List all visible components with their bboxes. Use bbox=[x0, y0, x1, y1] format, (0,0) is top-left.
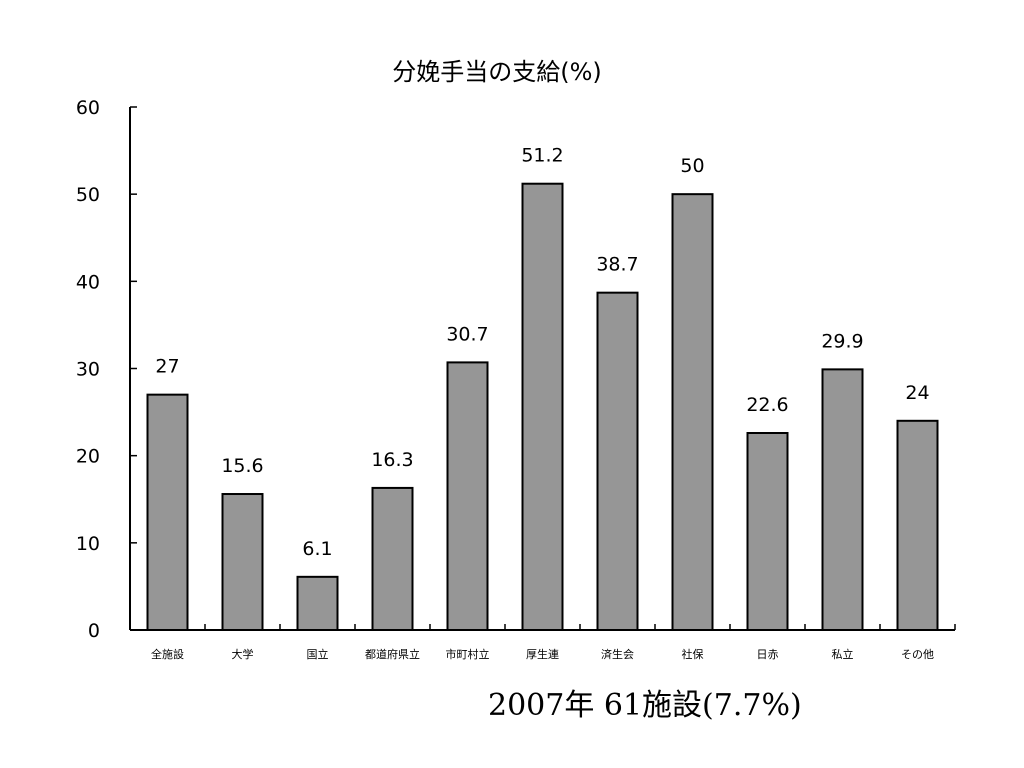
y-tick-label: 10 bbox=[76, 533, 100, 555]
data-label: 15.6 bbox=[221, 455, 263, 477]
bar bbox=[746, 432, 789, 631]
category-label: 都道府県立 bbox=[365, 647, 420, 661]
category-label: 日赤 bbox=[757, 648, 779, 661]
data-label: 16.3 bbox=[371, 449, 413, 471]
chart-title: 分娩手当の支給(%) bbox=[392, 58, 602, 86]
y-tick-label: 30 bbox=[76, 359, 100, 381]
y-tick-label: 0 bbox=[88, 620, 100, 642]
bar bbox=[521, 182, 564, 631]
bar bbox=[446, 361, 489, 631]
category-label: 社保 bbox=[682, 647, 704, 661]
bar bbox=[596, 291, 639, 631]
y-tick-label: 20 bbox=[76, 446, 100, 468]
bar bbox=[146, 393, 189, 631]
footnote: 2007年 61施設(7.7%) bbox=[488, 688, 802, 723]
category-label: 厚生連 bbox=[526, 647, 559, 661]
data-label: 38.7 bbox=[596, 254, 638, 276]
data-label: 6.1 bbox=[302, 538, 332, 560]
bars: 27 全施設 15.6 大学 6.1 国立 16.3 都道府県立 30.7 市町村立 51.2 厚生連… bbox=[146, 145, 939, 661]
category-label: 国立 bbox=[307, 647, 329, 661]
category-label: 私立 bbox=[832, 647, 854, 661]
axes: 0 10 20 30 40 50 60 bbox=[76, 97, 956, 642]
y-tick-label: 60 bbox=[76, 97, 100, 119]
data-label: 27 bbox=[155, 356, 179, 378]
category-label: その他 bbox=[901, 648, 934, 661]
bar bbox=[671, 193, 714, 632]
category-label: 済生会 bbox=[601, 647, 634, 661]
category-label: 大学 bbox=[232, 647, 254, 661]
y-tick-label: 40 bbox=[76, 271, 100, 293]
bar bbox=[821, 368, 864, 631]
data-label: 29.9 bbox=[821, 330, 863, 352]
bar bbox=[896, 419, 939, 631]
data-label: 24 bbox=[905, 382, 929, 404]
data-label: 30.7 bbox=[446, 323, 488, 345]
bar bbox=[296, 575, 339, 631]
data-label: 51.2 bbox=[521, 145, 563, 167]
data-label: 50 bbox=[680, 155, 704, 177]
bar bbox=[221, 493, 264, 631]
data-label: 22.6 bbox=[746, 394, 788, 416]
bar bbox=[371, 486, 414, 631]
category-label: 市町村立 bbox=[446, 647, 490, 661]
category-label: 全施設 bbox=[151, 647, 184, 661]
y-tick-label: 50 bbox=[76, 184, 100, 206]
